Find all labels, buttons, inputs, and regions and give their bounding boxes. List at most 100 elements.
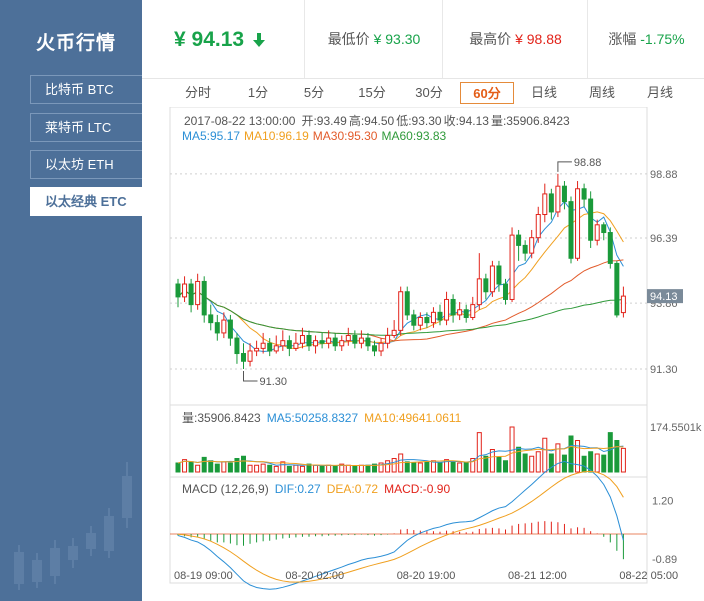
tab-1min[interactable]: 1分: [247, 85, 269, 100]
candle-body: [372, 345, 377, 352]
candle: [470, 296, 476, 321]
tab-daily[interactable]: 日线: [530, 85, 557, 100]
candle: [280, 330, 286, 351]
current-price: ¥ 94.13: [174, 28, 265, 52]
volume-bars: [175, 426, 626, 473]
ohlc-info: 2017-08-22 13:00:00 开:93.49 高:94.50 低:93.30…: [184, 113, 570, 128]
candlesticks: [175, 173, 626, 369]
kline-chart[interactable]: 98.8896.3993.8691.3094.1398.8891.30174.5…: [142, 107, 704, 601]
candle-body: [483, 278, 489, 293]
volume-bar: [299, 465, 305, 473]
candle: [391, 320, 397, 339]
candle-body: [326, 337, 332, 344]
volume-bar: [516, 446, 522, 473]
candle-body: [339, 340, 345, 347]
candle: [182, 276, 188, 303]
volume-bar: [260, 463, 266, 473]
dif-line: [177, 460, 624, 590]
volume-bar: [555, 443, 561, 473]
candle-body: [280, 340, 286, 347]
volume-bar: [594, 453, 600, 473]
tab-weekly[interactable]: 周线: [588, 85, 615, 100]
candle: [614, 260, 620, 318]
candle: [398, 286, 404, 336]
candle-body: [489, 265, 495, 293]
candle-body: [267, 342, 273, 352]
volume-bar: [267, 464, 273, 473]
volume-bar: [529, 455, 535, 473]
candle-body: [221, 319, 227, 334]
candle-body: [273, 345, 279, 352]
volume-bar: [195, 464, 201, 473]
high-price-label: 最高价: [469, 31, 512, 47]
candle: [607, 227, 613, 269]
sidebar-item-eth[interactable]: 以太坊 ETH: [30, 150, 142, 179]
candle: [352, 330, 358, 349]
candle-body: [227, 319, 233, 339]
candle: [214, 314, 220, 341]
candle: [378, 338, 384, 357]
dea-line: [177, 470, 624, 583]
candle: [208, 304, 214, 331]
arrow-down-icon: [252, 33, 265, 47]
candle: [241, 343, 246, 369]
volume-value: 量:35906.8423: [182, 411, 261, 425]
tab-5min[interactable]: 5分: [303, 85, 325, 100]
candle: [234, 332, 240, 364]
candle-body: [509, 234, 515, 300]
candle-body: [214, 322, 220, 334]
app-title: 火币行情: [36, 33, 117, 54]
time-tick-label: 08-22 05:00: [619, 570, 678, 582]
candle: [476, 253, 482, 310]
volume-bar: [444, 459, 450, 473]
candle-body: [365, 337, 371, 347]
candle-body: [529, 237, 535, 254]
tab-fenshi[interactable]: 分时: [184, 85, 211, 100]
candle-body: [620, 295, 626, 314]
volume-bar: [424, 461, 430, 473]
candle-body: [516, 234, 522, 246]
candle-body: [345, 335, 351, 342]
volume-bar: [254, 464, 260, 473]
volume-bar: [241, 455, 246, 473]
candle-body: [542, 193, 548, 216]
tab-monthly[interactable]: 月线: [646, 85, 673, 100]
candle: [358, 330, 364, 349]
candle: [483, 273, 489, 300]
candle: [509, 227, 515, 303]
volume-bar: [548, 453, 554, 473]
candle-body: [575, 188, 581, 259]
candle-body: [555, 185, 561, 213]
candle: [293, 332, 299, 351]
candle: [496, 260, 502, 292]
candle: [463, 304, 469, 323]
candle: [516, 229, 522, 261]
volume-bar: [221, 461, 227, 473]
candle-body: [201, 280, 207, 316]
tab-30min[interactable]: 30分: [415, 85, 443, 100]
candle: [588, 191, 594, 248]
candle: [575, 181, 581, 261]
candle-body: [175, 283, 181, 298]
candle: [542, 183, 548, 223]
candle-body: [444, 298, 450, 321]
tab-60min[interactable]: 60分: [460, 82, 514, 104]
volume-bar: [476, 432, 482, 473]
volume-bar: [542, 437, 548, 473]
volume-bar: [201, 456, 207, 473]
volume-bar: [417, 462, 423, 473]
volume-bar: [437, 462, 443, 473]
sidebar-item-btc[interactable]: 比特币 BTC: [30, 75, 142, 104]
time-tick-label: 08-21 12:00: [508, 570, 567, 582]
macd-info: MACD (12,26,9) DIF:0.27 DEA:0.72 MACD:-0.90: [182, 482, 450, 496]
macd-dif: DIF:0.27: [275, 482, 321, 496]
macd-params: MACD (12,26,9): [182, 482, 269, 496]
change-rate-label: 涨幅: [608, 31, 637, 47]
ma10-value: MA10:96.19: [244, 129, 309, 143]
sidebar-item-etc[interactable]: 以太经典 ETC: [30, 187, 142, 216]
sidebar-item-ltc[interactable]: 莱特币 LTC: [30, 113, 142, 142]
tab-15min[interactable]: 15分: [358, 85, 386, 100]
candle: [306, 330, 312, 351]
interval-tabs: 分时 1分 5分 15分 30分 60分 日线 周线 月线: [142, 78, 704, 107]
high-price: 最高价 ¥ 98.88: [442, 0, 588, 78]
